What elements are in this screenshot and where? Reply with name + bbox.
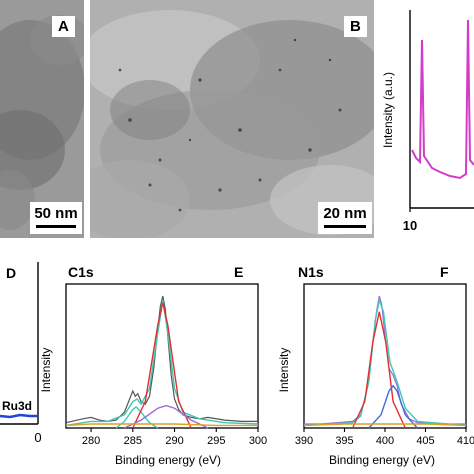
panel-e-letter: E bbox=[234, 264, 243, 280]
x-axis-label: Binding energy (eV) bbox=[329, 453, 435, 467]
chart-title: C1s bbox=[68, 264, 94, 280]
scale-text-b: 20 nm bbox=[323, 205, 367, 222]
x-tick-label: 295 bbox=[207, 435, 225, 447]
x-tick-label: 390 bbox=[295, 435, 313, 447]
panel-c-ylabel: Intensity (a.u.) bbox=[381, 72, 395, 148]
series-line bbox=[115, 405, 159, 429]
scale-bar-b bbox=[324, 225, 366, 228]
x-tick-label: 395 bbox=[335, 435, 353, 447]
series-line bbox=[132, 302, 192, 429]
panel-f-letter: F bbox=[440, 264, 449, 280]
panel-e: C1s E Intensity Binding energy (eV) 280 2… bbox=[38, 252, 272, 474]
panel-e-chart: C1s E Intensity Binding energy (eV) 280 2… bbox=[39, 264, 267, 467]
x-tick-label: 280 bbox=[82, 435, 100, 447]
tem-image-a: A 50 nm bbox=[0, 0, 84, 238]
panel-d-annotation: Ru3d bbox=[2, 399, 32, 413]
panel-c-xtick: 10 bbox=[403, 218, 417, 233]
panel-c-partial: Intensity (a.u.) 10 bbox=[376, 0, 474, 240]
panel-d-plot: D Ru3d 0 bbox=[0, 262, 42, 445]
series-line bbox=[368, 384, 418, 429]
panel-c-plot: Intensity (a.u.) 10 bbox=[381, 10, 474, 233]
scale-text-a: 50 nm bbox=[34, 205, 78, 222]
x-tick-label: 405 bbox=[416, 435, 434, 447]
plot-frame bbox=[65, 283, 259, 429]
plot-frame bbox=[303, 283, 467, 429]
series-line bbox=[65, 299, 259, 427]
series-line bbox=[65, 423, 258, 427]
panel-d-label: D bbox=[6, 265, 16, 281]
x-tick-label: 290 bbox=[165, 435, 183, 447]
x-axis-label: Binding energy (eV) bbox=[115, 453, 221, 467]
chart-title: N1s bbox=[298, 264, 324, 280]
x-tick-label: 400 bbox=[376, 435, 394, 447]
series-line bbox=[303, 297, 467, 427]
panel-b-label: B bbox=[344, 16, 367, 37]
tem-texture-b bbox=[90, 10, 374, 238]
scale-box-a: 50 nm bbox=[30, 202, 82, 234]
series-line bbox=[351, 311, 406, 429]
x-tick-label: 285 bbox=[124, 435, 142, 447]
panel-d-partial: D Ru3d 0 bbox=[0, 252, 60, 474]
y-axis-label: Intensity bbox=[277, 348, 291, 393]
x-tick-label: 300 bbox=[249, 435, 267, 447]
panel-f: N1s F Intensity Binding energy (eV) 390 3… bbox=[276, 252, 474, 474]
tem-texture-a bbox=[0, 15, 84, 230]
tem-image-b: B 20 nm bbox=[90, 0, 374, 238]
panel-d-xtick: 0 bbox=[34, 430, 41, 445]
series-line bbox=[65, 295, 258, 424]
series-line bbox=[124, 404, 209, 429]
scale-box-b: 20 nm bbox=[318, 202, 372, 234]
panel-f-chart: N1s F Intensity Binding energy (eV) 390 3… bbox=[277, 264, 474, 467]
series-line bbox=[304, 295, 466, 425]
y-axis-label: Intensity bbox=[39, 348, 53, 393]
x-tick-label: 410 bbox=[457, 435, 474, 447]
panel-a-label: A bbox=[52, 16, 75, 37]
series-line bbox=[303, 423, 467, 427]
scale-bar-a bbox=[36, 225, 76, 228]
